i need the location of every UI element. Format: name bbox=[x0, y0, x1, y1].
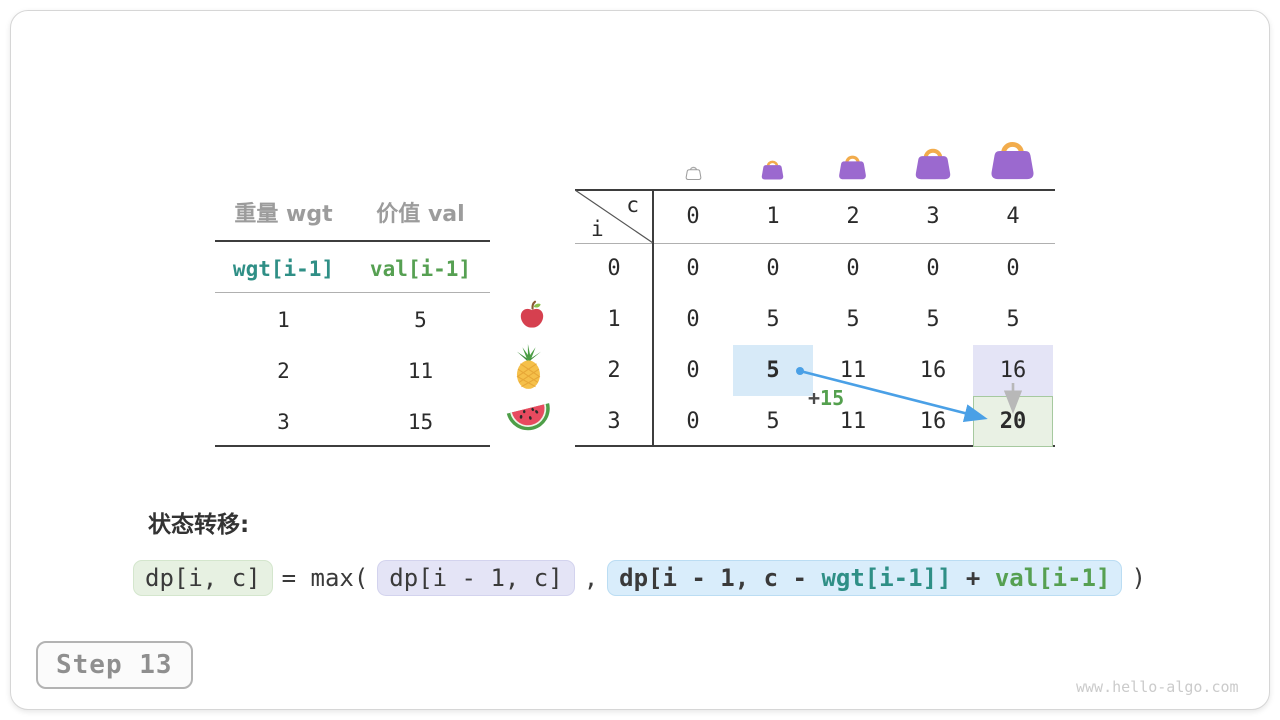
items-table-rule-top bbox=[215, 240, 490, 242]
pineapple-icon bbox=[513, 344, 545, 390]
dp-row-header-1: 1 bbox=[607, 307, 621, 332]
dp-table-rule-header bbox=[575, 243, 1055, 244]
dp-row-header-2: 2 bbox=[607, 358, 621, 383]
items-col-header-value: 价值 val bbox=[376, 201, 465, 227]
bag-icon-capacity-3 bbox=[913, 143, 953, 180]
item-2-value: 11 bbox=[407, 358, 434, 383]
empty-bag-icon bbox=[685, 164, 702, 180]
dp-cell-0-2: 0 bbox=[846, 256, 860, 281]
formula-arg1-box: dp[i - 1, c] bbox=[377, 560, 575, 596]
item-1-value: 5 bbox=[414, 307, 427, 332]
dp-cell-0-0: 0 bbox=[686, 256, 700, 281]
dp-cell-0-1: 0 bbox=[766, 256, 780, 281]
transition-formula: dp[i, c] = max( dp[i - 1, c] , dp[i - 1,… bbox=[133, 560, 1146, 596]
annotation-plus: + bbox=[808, 386, 821, 410]
add-value-annotation: +15 bbox=[808, 386, 844, 410]
dp-cell-1-0: 0 bbox=[686, 307, 700, 332]
dp-cell-3-0: 0 bbox=[686, 409, 700, 434]
dp-cell-2-1-source-highlight: 5 bbox=[733, 345, 813, 396]
dp-table-rule-vertical bbox=[652, 189, 654, 447]
dp-table-rule-top bbox=[575, 189, 1055, 191]
dp-cell-3-4-result-highlight: 20 bbox=[973, 396, 1053, 447]
apple-icon bbox=[518, 300, 546, 330]
dp-cell-2-4-compare-highlight: 16 bbox=[973, 345, 1053, 396]
site-watermark: www.hello-algo.com bbox=[1076, 678, 1239, 696]
dp-col-header-2: 2 bbox=[846, 204, 860, 229]
formula-arg2-box: dp[i - 1, c - wgt[i-1]] + val[i-1] bbox=[607, 560, 1123, 596]
dp-col-header-3: 3 bbox=[926, 204, 940, 229]
dp-cell-3-3: 16 bbox=[919, 409, 947, 434]
dp-cell-1-4: 5 bbox=[1006, 307, 1020, 332]
arg2-plus: + bbox=[951, 564, 995, 592]
annotation-value: 15 bbox=[820, 386, 845, 410]
formula-comma: , bbox=[583, 564, 599, 592]
item-3-weight: 3 bbox=[277, 409, 290, 434]
arg2-val-term: val[i-1] bbox=[994, 564, 1111, 592]
dp-cell-1-2: 5 bbox=[846, 307, 860, 332]
formula-lhs-box: dp[i, c] bbox=[133, 560, 273, 596]
watermelon-icon bbox=[505, 397, 553, 437]
dp-col-header-4: 4 bbox=[1006, 204, 1020, 229]
dp-col-variable: c bbox=[626, 193, 639, 217]
dp-row-header-3: 3 bbox=[607, 409, 621, 434]
bag-icon-capacity-1 bbox=[760, 157, 785, 180]
formula-eq-max: = max( bbox=[281, 564, 369, 592]
dp-cell-1-3: 5 bbox=[926, 307, 940, 332]
item-1-weight: 1 bbox=[277, 307, 290, 332]
corner-diagonal-line bbox=[575, 190, 653, 243]
dp-cell-2-3: 16 bbox=[919, 358, 947, 383]
dp-table-rule-bottom bbox=[575, 445, 1055, 447]
step-badge: Step 13 bbox=[36, 641, 193, 689]
dp-cell-0-4: 0 bbox=[1006, 256, 1020, 281]
arg2-wgt-term: wgt[i-1]] bbox=[821, 564, 952, 592]
formula-close-paren: ) bbox=[1131, 564, 1146, 592]
dp-cell-3-1: 5 bbox=[766, 409, 780, 434]
dp-cell-1-1: 5 bbox=[766, 307, 780, 332]
dp-col-header-1: 1 bbox=[766, 204, 780, 229]
bag-icon-capacity-2 bbox=[837, 151, 868, 180]
item-3-value: 15 bbox=[407, 409, 434, 434]
items-table-rule-mid bbox=[215, 292, 490, 293]
dp-corner-cell: c i bbox=[575, 190, 653, 243]
items-var-val: val[i-1] bbox=[369, 256, 472, 281]
transition-heading: 状态转移: bbox=[148, 512, 250, 538]
dp-col-header-0: 0 bbox=[686, 204, 700, 229]
arg2-prefix: dp[i - 1, c - bbox=[619, 564, 822, 592]
bag-icon-capacity-4 bbox=[988, 135, 1037, 180]
dp-cell-0-3: 0 bbox=[926, 256, 940, 281]
dp-row-variable: i bbox=[591, 217, 604, 241]
items-table-rule-bottom bbox=[215, 445, 490, 447]
dp-cell-2-0: 0 bbox=[686, 358, 700, 383]
item-2-weight: 2 bbox=[277, 358, 290, 383]
dp-row-header-0: 0 bbox=[607, 256, 621, 281]
items-var-wgt: wgt[i-1] bbox=[232, 256, 335, 281]
items-col-header-weight: 重量 wgt bbox=[234, 201, 333, 227]
